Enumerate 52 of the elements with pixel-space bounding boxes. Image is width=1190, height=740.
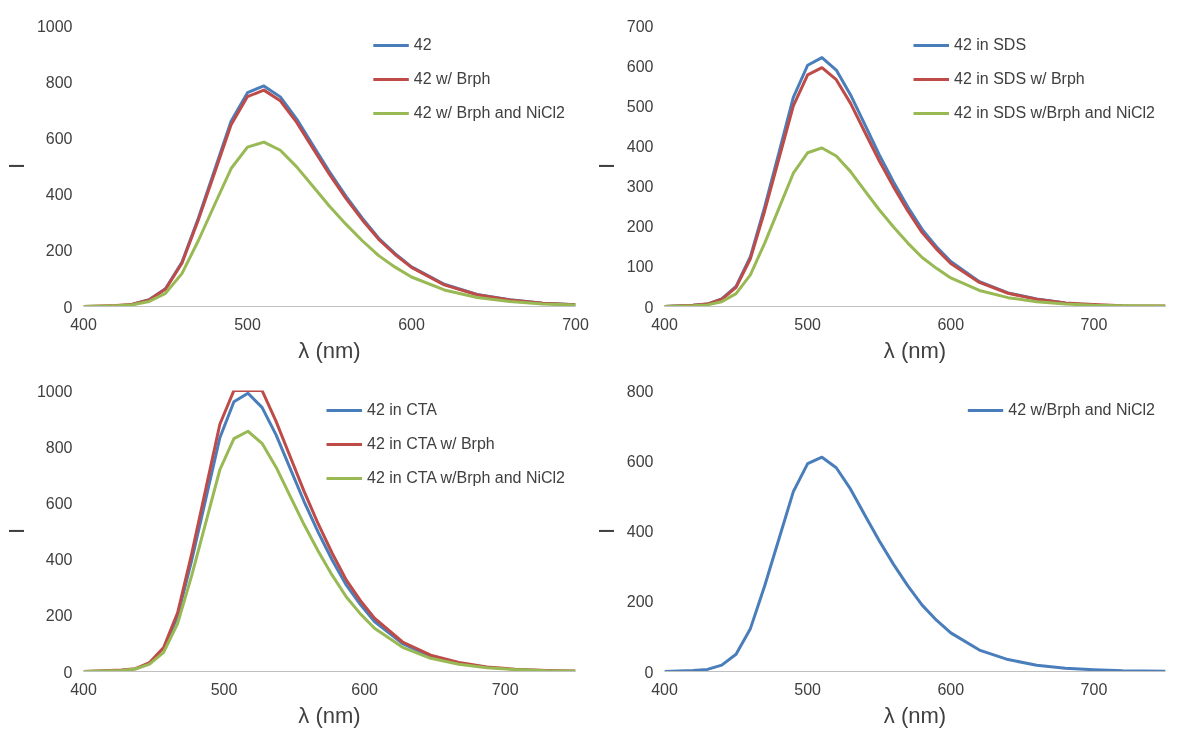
y-tick-label: 800 xyxy=(626,382,654,400)
legend-label: 42 in SDS w/Brph and NiCl2 xyxy=(954,104,1155,122)
y-tick-label: 800 xyxy=(45,73,73,91)
y-tick-label: 400 xyxy=(45,186,73,204)
y-tick-label: 200 xyxy=(45,242,73,260)
y-tick-label: 400 xyxy=(626,137,654,155)
legend-label: 42 in SDS xyxy=(954,36,1027,54)
y-tick-label: 800 xyxy=(45,438,73,456)
y-tick-label: 100 xyxy=(626,258,654,276)
x-tick-label: 600 xyxy=(398,315,425,333)
x-tick-label: 700 xyxy=(562,315,589,333)
y-axis-title: I xyxy=(593,527,619,535)
y-tick-label: 600 xyxy=(45,129,73,147)
y-tick-label: 600 xyxy=(626,57,654,75)
y-tick-label: 0 xyxy=(644,663,654,681)
y-tick-label: 200 xyxy=(626,593,654,611)
y-tick-label: 700 xyxy=(626,17,654,35)
x-axis-title: λ (nm) xyxy=(883,702,947,728)
x-tick-label: 700 xyxy=(1080,315,1108,333)
y-tick-label: 600 xyxy=(626,452,654,470)
y-tick-label: 1000 xyxy=(36,17,73,35)
y-tick-label: 1000 xyxy=(36,382,73,400)
x-tick-label: 500 xyxy=(210,680,238,698)
y-axis-title: I xyxy=(3,162,29,170)
y-tick-label: 0 xyxy=(63,298,73,316)
y-tick-label: 300 xyxy=(626,178,654,196)
x-tick-label: 600 xyxy=(351,680,379,698)
y-tick-label: 400 xyxy=(626,523,654,540)
legend-label: 42 w/ Brph and NiCl2 xyxy=(413,104,565,122)
y-tick-label: 500 xyxy=(626,97,654,115)
x-tick-label: 700 xyxy=(1080,680,1108,698)
x-tick-label: 500 xyxy=(234,315,261,333)
y-tick-label: 400 xyxy=(45,551,73,569)
y-tick-label: 600 xyxy=(45,494,73,512)
x-tick-label: 600 xyxy=(937,315,965,333)
y-axis-title: I xyxy=(3,527,29,535)
x-axis-title: λ (nm) xyxy=(298,702,361,728)
legend-label: 42 w/Brph and NiCl2 xyxy=(1008,401,1155,419)
y-tick-label: 0 xyxy=(644,298,654,316)
y-tick-label: 200 xyxy=(626,218,654,236)
x-axis-title: λ (nm) xyxy=(883,337,947,363)
x-tick-label: 600 xyxy=(937,680,965,698)
x-tick-label: 500 xyxy=(794,315,822,333)
y-axis-title: I xyxy=(593,162,619,170)
legend-label: 42 in SDS w/ Brph xyxy=(954,70,1085,88)
x-tick-label: 500 xyxy=(794,680,822,698)
y-tick-label: 0 xyxy=(63,663,73,681)
legend-label: 42 xyxy=(413,36,433,54)
legend-label: 42 w/ Brph xyxy=(413,70,491,88)
x-tick-label: 700 xyxy=(491,680,519,698)
y-tick-label: 200 xyxy=(45,607,73,625)
x-axis-title: λ (nm) xyxy=(298,337,361,363)
